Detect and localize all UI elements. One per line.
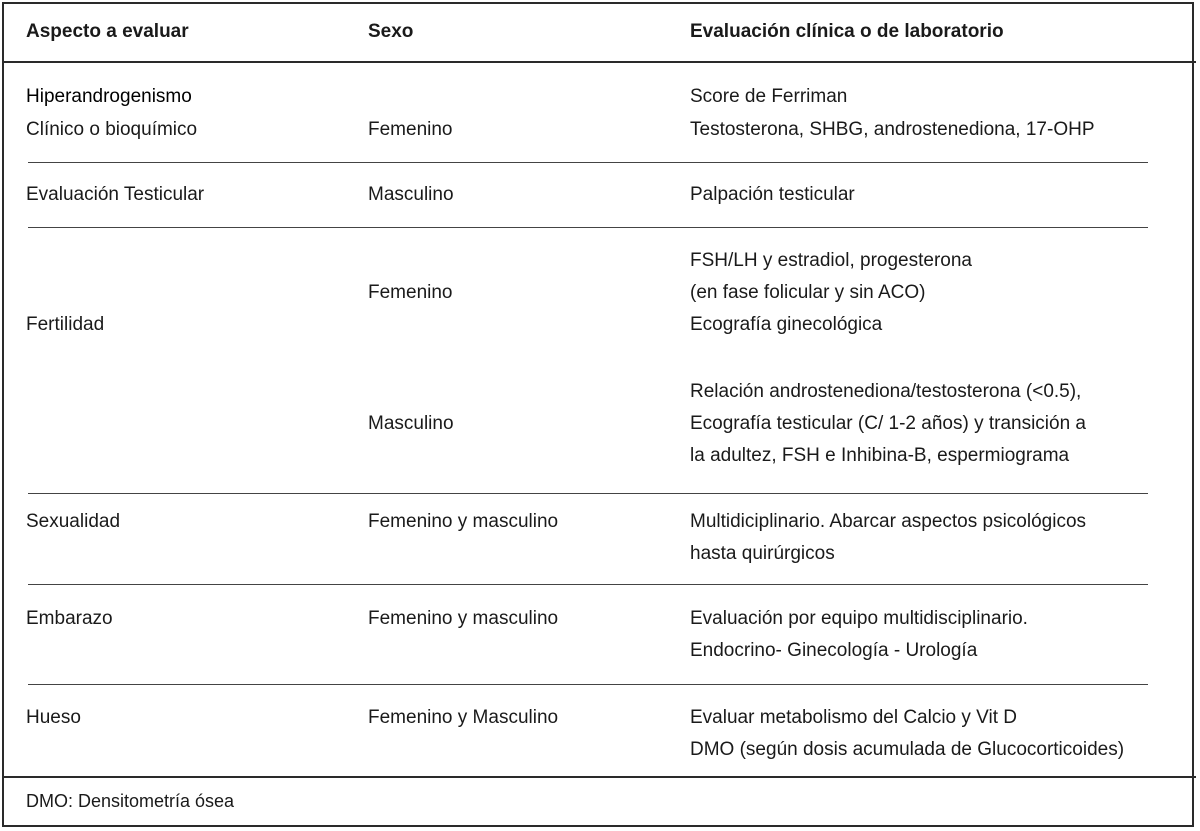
evaluation-cell: DMO (según dosis acumulada de Glucocorti… xyxy=(690,739,1125,760)
aspect-cell: Hiperandrogenismo xyxy=(26,86,192,107)
footer-divider xyxy=(2,776,1196,778)
aspect-cell: Evaluación Testicular xyxy=(26,184,205,205)
evaluation-cell: Evaluación por equipo multidisciplinario… xyxy=(690,608,1028,629)
row-divider xyxy=(28,684,1148,685)
aspect-cell: Clínico o bioquímico xyxy=(26,119,198,140)
aspect-cell: Sexualidad xyxy=(26,511,121,532)
evaluation-cell: (en fase folicular y sin ACO) xyxy=(690,282,926,303)
row-divider xyxy=(28,493,1148,494)
evaluation-cell: Relación androstenediona/testosterona (<… xyxy=(690,381,1082,402)
sex-cell: Femenino xyxy=(368,282,453,303)
evaluation-cell: Multidiciplinario. Abarcar aspectos psic… xyxy=(690,511,1087,532)
evaluation-cell: Ecografía testicular (C/ 1-2 años) y tra… xyxy=(690,413,1087,434)
sex-cell: Femenino y masculino xyxy=(368,608,559,629)
evaluation-cell: FSH/LH y estradiol, progesterona xyxy=(690,250,972,271)
evaluation-cell: Evaluar metabolismo del Calcio y Vit D xyxy=(690,707,1018,728)
evaluation-cell: Endocrino- Ginecología - Urología xyxy=(690,640,978,661)
evaluation-cell: Ecografía ginecológica xyxy=(690,314,883,335)
sex-cell: Femenino y masculino xyxy=(368,511,559,532)
sex-cell: Femenino y Masculino xyxy=(368,707,559,728)
sex-cell: Masculino xyxy=(368,184,454,205)
aspect-cell: Embarazo xyxy=(26,608,113,629)
footnote: DMO: Densitometría ósea xyxy=(26,791,235,811)
evaluation-cell: la adultez, FSH e Inhibina-B, espermiogr… xyxy=(690,445,1070,466)
aspect-cell: Fertilidad xyxy=(26,314,105,335)
evaluation-cell: Palpación testicular xyxy=(690,184,855,205)
header-evaluation: Evaluación clínica o de laboratorio xyxy=(690,21,1004,42)
aspect-cell: Hueso xyxy=(26,707,81,728)
sex-cell: Femenino xyxy=(368,119,453,140)
header-aspect: Aspecto a evaluar xyxy=(26,21,189,42)
row-divider xyxy=(28,584,1148,585)
evaluation-cell: Testosterona, SHBG, androstenediona, 17-… xyxy=(690,119,1095,140)
row-divider xyxy=(28,162,1148,163)
header-divider xyxy=(2,61,1196,63)
evaluation-cell: hasta quirúrgicos xyxy=(690,543,835,564)
header-sex: Sexo xyxy=(368,21,414,42)
evaluation-cell: Score de Ferriman xyxy=(690,86,848,107)
row-divider xyxy=(28,227,1148,228)
sex-cell: Masculino xyxy=(368,413,454,434)
